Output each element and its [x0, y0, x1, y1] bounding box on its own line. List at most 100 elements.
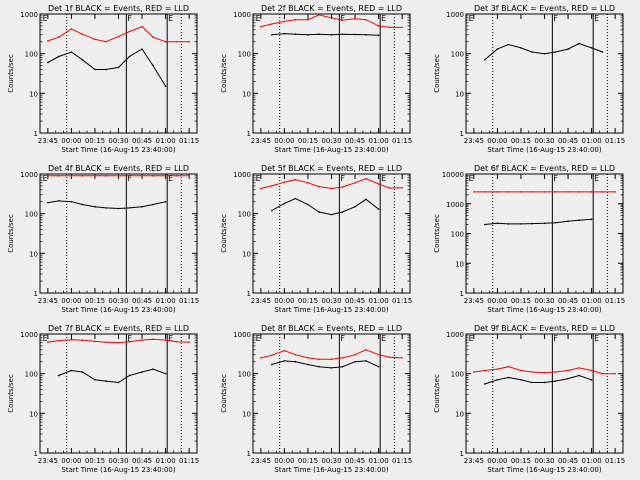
plot-frame: [39, 173, 198, 294]
marker-label: E: [381, 14, 386, 23]
data-point: [117, 381, 120, 384]
plot-frame: [465, 333, 624, 454]
y-axis-label: Counts/sec: [7, 214, 15, 253]
series-line-lld: [47, 26, 190, 43]
data-point: [330, 367, 333, 369]
data-point: [70, 369, 73, 372]
x-tick-label: 01:00: [156, 297, 176, 305]
y-tick-label: 1000: [20, 331, 38, 339]
data-point: [520, 379, 522, 381]
data-point: [330, 358, 333, 361]
y-tick-label: 100: [25, 371, 38, 379]
x-tick-label: 00:00: [274, 297, 294, 305]
data-point: [47, 341, 49, 344]
data-point: [520, 191, 522, 193]
marker-label: F: [127, 174, 132, 183]
data-point: [117, 207, 120, 210]
data-point: [341, 19, 344, 21]
y-tick-label: 1000: [233, 11, 251, 19]
series-line-lld: [260, 349, 403, 360]
data-point: [531, 51, 533, 53]
x-tick-label: 01:15: [179, 297, 199, 305]
data-point: [318, 358, 320, 361]
data-point: [377, 365, 380, 368]
y-tick-label: 10: [242, 410, 251, 418]
x-tick-label: 00:45: [132, 137, 152, 145]
y-tick-label: 100: [238, 51, 251, 59]
data-point: [567, 377, 569, 380]
x-tick-label: 00:00: [61, 457, 81, 465]
x-axis-label: Start Time (16-Aug-15 23:40:00): [487, 466, 601, 474]
data-point: [365, 348, 367, 351]
data-point: [271, 185, 273, 187]
x-tick-label: 00:00: [487, 457, 507, 465]
data-point: [496, 368, 499, 370]
y-tick-label: 10000: [442, 171, 464, 179]
data-point: [354, 353, 356, 356]
data-point: [507, 365, 510, 368]
x-tick-label: 01:15: [392, 137, 412, 145]
data-point: [152, 368, 154, 370]
x-tick-label: 00:45: [558, 457, 578, 465]
x-tick-label: 00:15: [511, 137, 531, 145]
data-point: [307, 363, 309, 366]
data-point: [307, 203, 309, 206]
y-tick-label: 100: [25, 51, 38, 59]
data-point: [318, 185, 320, 188]
data-point: [601, 372, 604, 375]
y-axis-label: Counts/sec: [433, 374, 441, 413]
data-point: [294, 360, 297, 363]
data-point: [484, 383, 486, 385]
series-line-events: [484, 374, 592, 385]
marker-label: E: [594, 174, 599, 183]
y-tick-label: 1: [34, 290, 38, 298]
data-point: [590, 47, 593, 49]
data-point: [318, 365, 320, 368]
data-point: [520, 47, 522, 49]
panel-title: Det 6f BLACK = Events, RED = LLD: [474, 164, 615, 173]
x-tick-label: 23:45: [464, 297, 484, 305]
x-tick-label: 00:45: [345, 137, 365, 145]
y-tick-label: 10: [455, 410, 464, 418]
data-point: [105, 380, 107, 382]
data-point: [531, 191, 533, 193]
x-tick-label: 00:30: [534, 137, 554, 145]
data-point: [94, 38, 96, 41]
series-line-events: [47, 48, 167, 87]
data-point: [614, 372, 616, 375]
data-point: [354, 360, 356, 363]
x-tick-label: 00:30: [321, 457, 341, 465]
x-tick-label: 00:00: [61, 137, 81, 145]
data-point: [567, 220, 569, 222]
data-point: [531, 222, 533, 225]
data-point: [152, 203, 154, 206]
data-point: [520, 223, 522, 225]
detector-panel-6: Det 6f BLACK = Events, RED = LLD Counts/s…: [433, 164, 625, 314]
panel-title: Det 8f BLACK = Events, RED = LLD: [261, 324, 402, 333]
data-point: [175, 340, 178, 343]
data-point: [271, 209, 273, 212]
series-line-events: [484, 218, 592, 225]
y-axis-label: Counts/sec: [220, 54, 228, 93]
y-tick-label: 10: [29, 250, 38, 258]
x-tick-label: 01:00: [369, 457, 389, 465]
marker-label: E: [594, 334, 599, 343]
detector-panel-8: Det 8f BLACK = Events, RED = LLD Counts/s…: [220, 324, 412, 474]
y-tick-label: 1000: [233, 171, 251, 179]
marker-label: E: [168, 14, 173, 23]
y-tick-label: 10: [455, 260, 464, 268]
y-tick-label: 1: [460, 130, 464, 138]
data-point: [70, 200, 73, 203]
data-point: [496, 191, 499, 193]
data-point: [81, 203, 84, 206]
plot-frame: [252, 173, 411, 294]
x-axis-label: Start Time (16-Aug-15 23:40:00): [61, 146, 175, 154]
y-tick-label: 1: [460, 290, 464, 298]
x-tick-label: 00:30: [321, 297, 341, 305]
x-axis-label: Start Time (16-Aug-15 23:40:00): [487, 146, 601, 154]
plot-frame: [252, 13, 411, 134]
marker-label: E: [256, 174, 261, 183]
x-tick-label: 00:00: [274, 137, 294, 145]
data-point: [141, 371, 143, 373]
data-point: [188, 341, 190, 344]
